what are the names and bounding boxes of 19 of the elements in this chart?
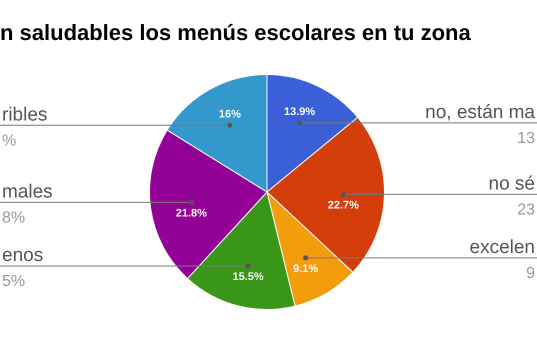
slice-label: males xyxy=(2,181,53,202)
text: % xyxy=(2,132,16,150)
slice-label: excelen xyxy=(470,236,535,258)
data-label: 21.8% xyxy=(176,207,208,220)
data-label: 13.9% xyxy=(284,106,316,118)
text: 23 xyxy=(517,201,535,218)
text: 8% xyxy=(2,209,26,226)
data-label: 15.5% xyxy=(232,271,264,284)
text: 9 xyxy=(526,264,535,282)
data-label: 9.1% xyxy=(293,262,318,275)
chart-title: n saludables los menús escolares en tu zona xyxy=(0,20,471,46)
slice-label: no, están ma xyxy=(425,102,536,123)
text: 5% xyxy=(2,272,26,290)
slice-label: ribles xyxy=(2,104,48,126)
slice-label: enos xyxy=(2,244,44,266)
text: 13 xyxy=(517,130,535,147)
data-label: 22.7% xyxy=(328,199,360,212)
data-label: 16% xyxy=(218,108,242,120)
slice-label: no sé xyxy=(488,173,535,194)
